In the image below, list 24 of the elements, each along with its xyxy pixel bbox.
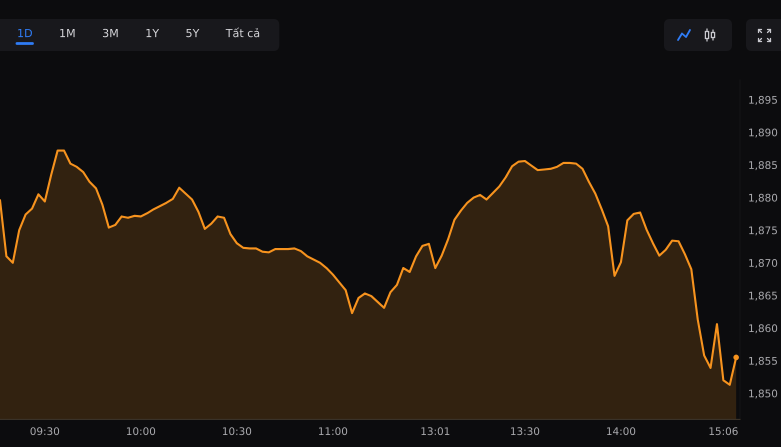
x-tick-label: 10:30 [222, 427, 252, 436]
y-tick-label: 1,890 [749, 128, 778, 138]
y-tick-label: 1,880 [749, 194, 778, 203]
y-tick-label: 1,895 [749, 96, 777, 105]
x-tick-label: 09:30 [30, 427, 60, 436]
x-tick-label: 11:00 [319, 427, 348, 436]
text: Tất cả [226, 28, 260, 38]
y-tick-label: 1,885 [749, 161, 777, 170]
x-tick-label: 10:00 [126, 427, 156, 436]
y-tick-label: 1,870 [749, 259, 778, 268]
text: 1Y [146, 28, 160, 38]
y-tick-label: 1,850 [749, 390, 778, 398]
text: 1D [18, 28, 32, 38]
x-tick-label: 14:00 [607, 427, 636, 436]
y-tick-label: 1,875 [749, 226, 777, 236]
text: 3M [102, 28, 118, 38]
y-tick-label: 1,860 [749, 324, 778, 334]
text: 5Y [186, 28, 200, 38]
y-tick-label: 1,855 [749, 356, 777, 366]
x-tick-label: 15:06 [709, 427, 738, 436]
x-tick-label: 13:30 [511, 427, 540, 436]
text: 1M [60, 28, 75, 38]
y-tick-label: 1,865 [749, 292, 777, 301]
x-tick-label: 13:01 [421, 427, 450, 436]
